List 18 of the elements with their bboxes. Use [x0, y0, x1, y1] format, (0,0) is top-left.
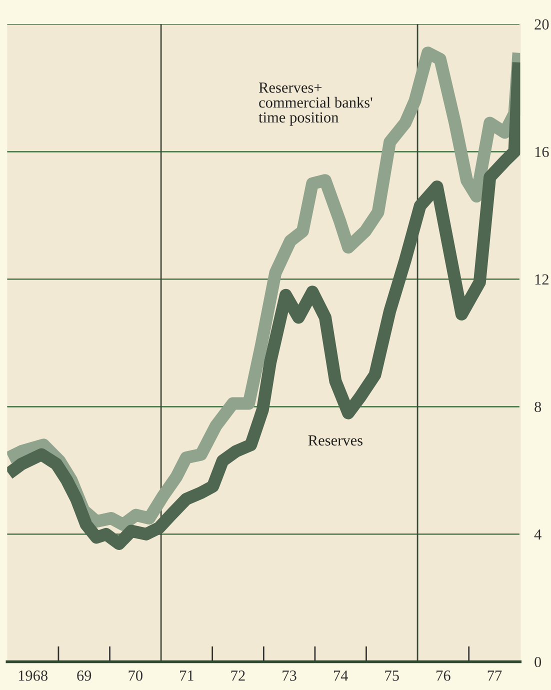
x-tick-label: 73	[282, 670, 296, 681]
x-tick-label: 1968	[18, 670, 48, 681]
x-tick-label: 74	[334, 670, 348, 681]
y-tick-label: 0	[534, 656, 542, 668]
y-tick-label: 16	[535, 146, 549, 158]
y-tick-label: 4	[534, 529, 542, 540]
x-tick-label: 76	[436, 670, 450, 681]
x-tick-label: 75	[385, 670, 399, 681]
x-tick-label: 71	[180, 670, 194, 681]
y-tick-label: 20	[534, 19, 549, 30]
series-label: Reserves+ commercial banks' time position	[258, 82, 372, 126]
x-tick-label: 69	[77, 670, 92, 681]
y-tick-label: 12	[535, 274, 548, 284]
series-label: Reserves	[308, 435, 362, 446]
x-tick-label: 77	[488, 670, 502, 681]
y-tick-label: 8	[534, 402, 542, 412]
x-tick-label: 70	[128, 670, 142, 681]
x-tick-label: 72	[231, 670, 245, 681]
